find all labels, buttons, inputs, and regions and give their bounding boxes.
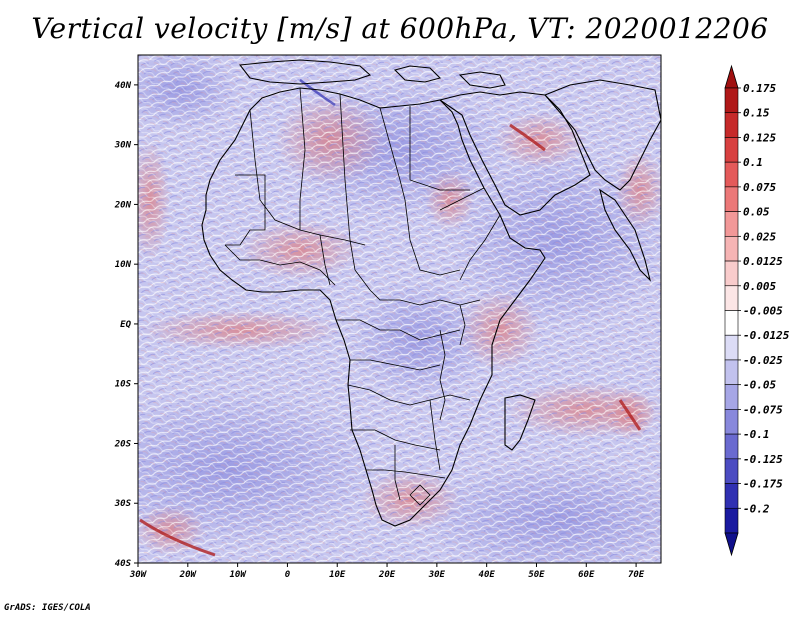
country-borders xyxy=(224,87,501,506)
colorbar-label: -0.075 xyxy=(743,403,783,416)
colorbar-swatch xyxy=(724,409,739,435)
grads-credit: GrADS: IGES/COLA xyxy=(4,603,91,613)
lon-tick-label: 40E xyxy=(479,570,496,580)
colorbar-label: -0.175 xyxy=(743,478,783,491)
colorbar-label: -0.05 xyxy=(743,379,776,392)
colorbar-bottom-arrow xyxy=(724,532,739,557)
colorbar-label: 0.075 xyxy=(743,181,776,194)
lon-tick-label: 0 xyxy=(285,570,291,580)
colorbar-label: -0.005 xyxy=(743,305,783,318)
map-title: Vertical velocity [m/s] at 600hPa, VT: 2… xyxy=(31,12,769,45)
colorbar-swatch xyxy=(724,334,739,361)
colorbar-swatch xyxy=(724,186,739,212)
colorbar-label: 0.15 xyxy=(743,107,770,120)
lat-tick-label: 20S xyxy=(114,439,132,449)
lat-tick-label: EQ xyxy=(120,320,131,330)
coastlines xyxy=(201,59,661,527)
colorbar-label: 0.125 xyxy=(743,131,776,144)
colorbar-label: -0.0125 xyxy=(743,329,790,342)
colorbar-label: 0.0125 xyxy=(743,255,783,268)
colorbar-swatch xyxy=(724,260,739,287)
colorbar-swatch xyxy=(724,483,739,509)
lat-tick-label: 40S xyxy=(115,559,132,569)
lon-tick-label: 60E xyxy=(578,570,595,580)
lat-tick-label: 30S xyxy=(114,499,132,509)
latitude-axis: 40N 30N 20N 10N EQ 10S 20S 30S 40S xyxy=(114,81,138,569)
colorbar-label: 0.175 xyxy=(743,82,776,95)
lat-tick-label: 30N xyxy=(114,141,132,151)
longitude-axis: 30W 20W 10W 0 10E 20E 30E 40E 50E 60E 70E xyxy=(129,563,645,580)
colorbar-swatch xyxy=(724,458,739,484)
colorbar-swatch xyxy=(724,359,739,385)
lat-tick-label: 40N xyxy=(115,81,132,91)
lon-tick-label: 20W xyxy=(179,570,198,580)
lat-tick-label: 10S xyxy=(115,380,132,390)
colorbar-swatch xyxy=(724,112,739,138)
colorbar-label: -0.2 xyxy=(743,502,770,515)
colorbar-swatch xyxy=(724,285,739,311)
colorbar-top-arrow xyxy=(724,64,739,89)
colorbar-label: 0.05 xyxy=(743,206,770,219)
lon-tick-label: 70E xyxy=(628,570,645,580)
lon-tick-label: 30E xyxy=(428,570,446,580)
colorbar-swatch xyxy=(724,161,739,188)
colorbar-swatch xyxy=(724,433,739,460)
map-plot-area xyxy=(137,54,662,564)
map-frame xyxy=(137,54,662,564)
colorbar-label: -0.125 xyxy=(743,453,783,466)
colorbar-swatch xyxy=(724,310,739,336)
lon-tick-label: 10W xyxy=(229,570,247,580)
velocity-field xyxy=(138,55,661,563)
colorbar-swatch xyxy=(724,507,739,534)
colorbar-label: 0.1 xyxy=(743,156,763,169)
colorbar-label: 0.005 xyxy=(743,280,776,293)
colorbar: 0.175 0.15 0.125 0.1 0.075 0.05 0.025 0.0125 0.0… xyxy=(724,64,790,557)
lon-tick-label: 20E xyxy=(378,570,396,580)
colorbar-label: 0.025 xyxy=(743,230,776,243)
colorbar-swatch xyxy=(724,87,739,114)
lon-tick-label: 10E xyxy=(329,570,346,580)
colorbar-label: -0.1 xyxy=(743,428,770,441)
lon-tick-label: 30W xyxy=(129,570,148,580)
lat-tick-label: 10N xyxy=(115,260,132,270)
colorbar-swatch xyxy=(724,236,739,262)
lon-tick-label: 50E xyxy=(528,570,545,580)
lat-tick-label: 20N xyxy=(114,200,132,210)
colorbar-swatch xyxy=(724,137,739,163)
colorbar-swatch xyxy=(724,211,739,237)
colorbar-swatch xyxy=(724,384,739,410)
colorbar-label: -0.025 xyxy=(743,354,783,367)
